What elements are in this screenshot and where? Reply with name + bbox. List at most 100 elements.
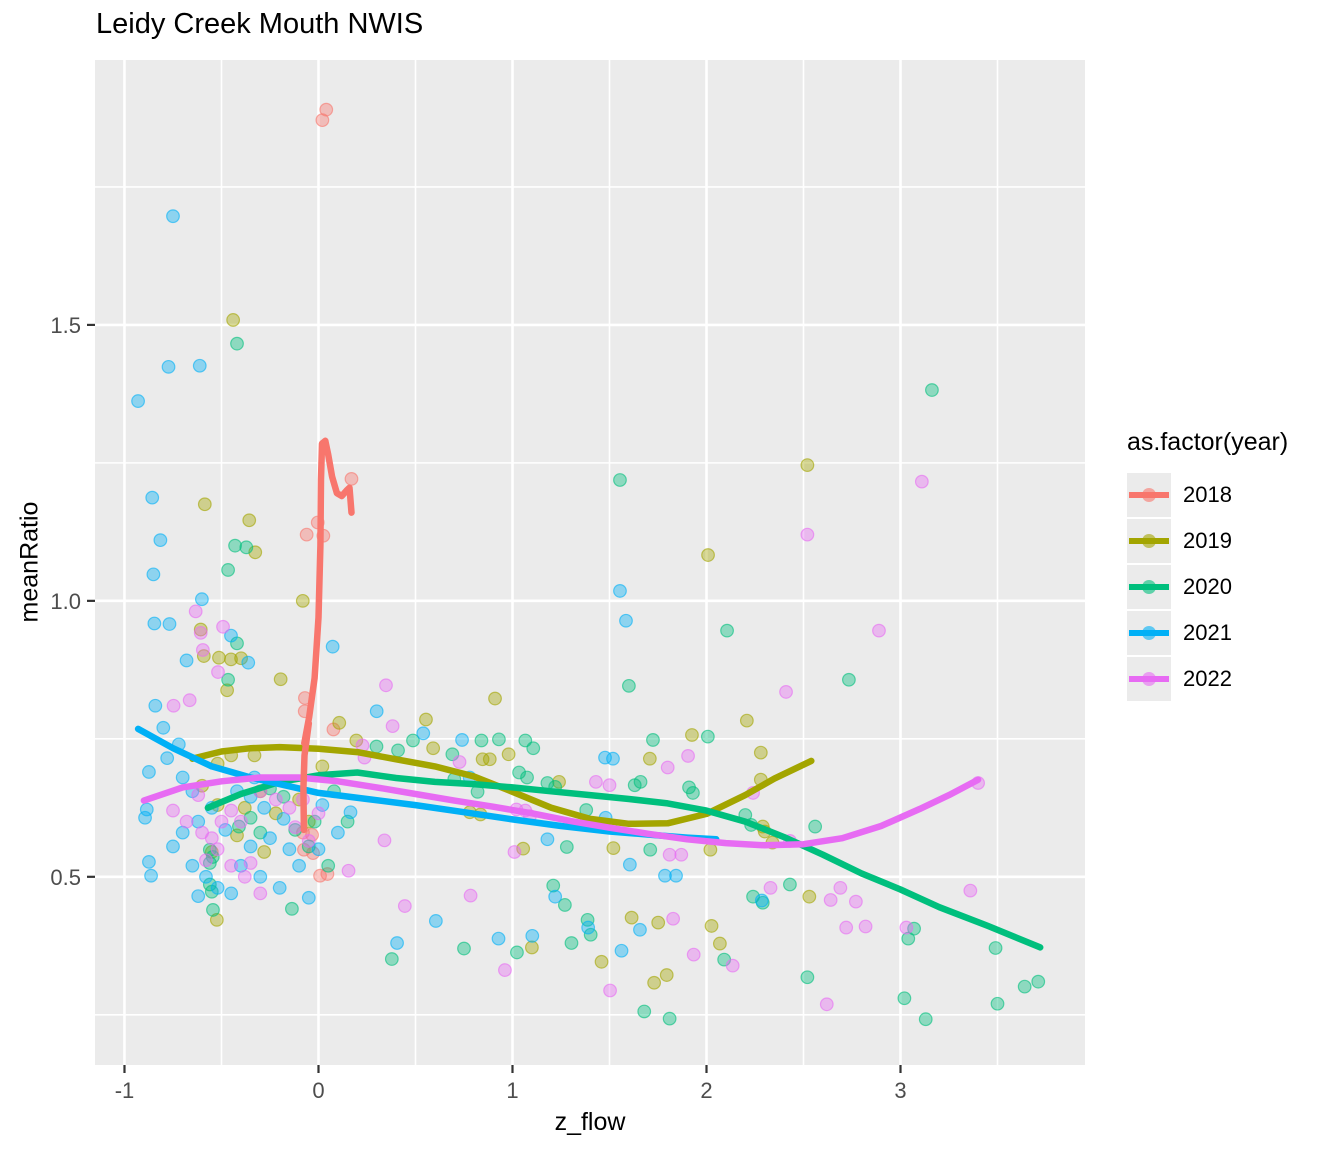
point-2020: [783, 877, 797, 892]
legend-key-swatch: [1127, 565, 1171, 609]
point-2018: [344, 471, 359, 486]
point-2021: [658, 868, 672, 883]
point-2021: [263, 831, 277, 846]
point-2022: [385, 719, 400, 734]
smooth-line-2018: [300, 437, 355, 834]
point-2020: [510, 945, 524, 960]
point-2019: [257, 845, 272, 859]
point-2020: [406, 733, 420, 748]
point-2020: [637, 1004, 652, 1019]
point-2020: [613, 473, 627, 487]
point-2021: [139, 802, 154, 817]
point-2019: [739, 713, 754, 728]
point-2022: [341, 863, 356, 878]
point-2022: [397, 899, 412, 913]
point-2022: [282, 800, 297, 815]
point-2019: [685, 728, 699, 742]
point-2021: [272, 880, 287, 895]
point-2020: [746, 889, 760, 904]
point-2020: [384, 952, 399, 966]
point-2022: [188, 604, 203, 619]
point-2020: [391, 743, 405, 758]
point-2020: [492, 732, 506, 747]
point-2019: [242, 513, 257, 528]
legend-key-point-icon: [1142, 672, 1156, 686]
point-2020: [988, 941, 1003, 955]
point-2020: [720, 623, 734, 638]
point-2021: [390, 936, 404, 950]
point-2021: [428, 914, 443, 928]
point-2022: [268, 792, 283, 807]
point-2022: [507, 845, 522, 859]
point-2019: [226, 313, 241, 327]
legend-label: 2021: [1183, 620, 1232, 645]
point-2022: [848, 894, 863, 909]
legend-key-swatch: [1127, 611, 1171, 655]
point-2020: [285, 901, 299, 916]
point-2022: [602, 778, 617, 793]
point-2019: [220, 683, 235, 698]
legend-label: 2019: [1183, 528, 1232, 553]
point-2021: [148, 698, 163, 713]
x-tick-label: 0: [312, 1078, 324, 1103]
point-2022: [763, 880, 778, 895]
point-2021: [192, 358, 207, 373]
point-2019: [501, 747, 516, 762]
point-2019: [704, 919, 719, 933]
chart-title: Leidy Creek Mouth NWIS: [96, 8, 424, 40]
point-2022: [823, 893, 838, 907]
point-2019: [419, 712, 433, 727]
point-2021: [199, 869, 213, 884]
point-2021: [147, 616, 162, 631]
point-2022: [660, 760, 675, 775]
point-2019: [193, 622, 208, 637]
point-2020: [686, 786, 700, 800]
point-2022: [666, 911, 681, 926]
legend-key-swatch: [1127, 657, 1171, 701]
point-2020: [925, 383, 939, 397]
point-2019: [197, 497, 212, 512]
point-2021: [144, 868, 158, 883]
point-2021: [311, 842, 326, 857]
point-2022: [377, 833, 392, 848]
point-2021: [185, 858, 200, 873]
legend-key-point-icon: [1142, 534, 1156, 548]
point-2021: [142, 855, 156, 869]
legend-label: 2022: [1183, 666, 1232, 691]
legend-item-2022: 2022: [1127, 657, 1288, 701]
point-2021: [613, 584, 627, 598]
point-2022: [199, 853, 213, 868]
legend-label: 2020: [1183, 574, 1232, 599]
legend-key-point-icon: [1142, 580, 1156, 594]
point-2021: [191, 889, 206, 904]
point-2018: [315, 113, 330, 128]
point-2021: [146, 567, 161, 582]
y-tick-label: 1.0: [50, 589, 81, 614]
legend-key-swatch: [1127, 519, 1171, 563]
point-2021: [282, 842, 297, 857]
legend-items: 2018 2019 2020 2021 2022: [1127, 473, 1288, 701]
point-2019: [524, 940, 539, 955]
legend-label: 2018: [1183, 482, 1232, 507]
point-2022: [379, 678, 393, 693]
point-2020: [369, 739, 384, 754]
point-2019: [651, 915, 666, 930]
point-2022: [963, 883, 978, 898]
point-2021: [276, 811, 291, 826]
point-2021: [166, 209, 180, 224]
point-2021: [257, 800, 272, 815]
point-2022: [839, 920, 854, 935]
point-2021: [161, 359, 176, 374]
point-2022: [166, 803, 180, 818]
point-2021: [243, 839, 258, 854]
point-2022: [819, 997, 834, 1012]
point-2019: [701, 548, 715, 562]
point-2020: [307, 814, 322, 829]
point-2022: [210, 842, 225, 857]
smooth-line-2022: [140, 774, 982, 849]
point-2022: [195, 643, 210, 657]
point-2020: [321, 858, 336, 873]
point-2020: [897, 991, 912, 1006]
point-2019: [800, 458, 815, 472]
point-2021: [162, 617, 177, 631]
